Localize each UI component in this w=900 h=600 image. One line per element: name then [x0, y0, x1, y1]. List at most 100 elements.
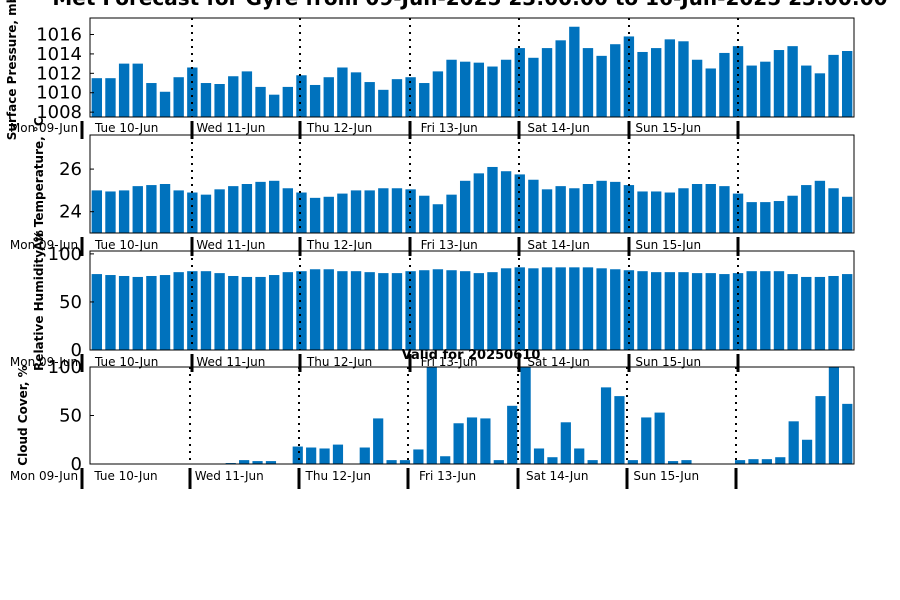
ytick-label: 0 — [71, 340, 82, 361]
bar — [678, 41, 689, 117]
plot-frame — [89, 250, 855, 351]
bar — [623, 270, 635, 350]
bar — [419, 270, 430, 350]
bar — [547, 457, 558, 464]
bar — [814, 73, 826, 117]
bar — [760, 202, 771, 233]
bar — [801, 185, 812, 233]
plot-frame — [89, 17, 855, 118]
ytick-label: 100 — [48, 357, 82, 378]
bar — [105, 78, 116, 117]
bar — [309, 269, 321, 350]
ylabel: Surface Pressure, mb — [5, 0, 19, 140]
bar — [828, 188, 839, 233]
bar — [309, 84, 321, 117]
bar — [239, 460, 250, 464]
bar — [91, 274, 103, 350]
bar — [337, 271, 348, 350]
day-label: Sun 15-Jun — [633, 469, 699, 483]
bar — [323, 269, 334, 350]
day-label: Wed 11-Jun — [196, 355, 265, 369]
bar — [801, 439, 813, 464]
bar — [650, 191, 662, 233]
ytick-label: 1014 — [36, 44, 82, 65]
bar — [118, 63, 130, 117]
bar — [118, 190, 130, 233]
bar — [560, 422, 571, 464]
day-label: Sat 14-Jun — [527, 238, 590, 252]
bar — [528, 268, 539, 350]
bar — [405, 189, 416, 233]
bar — [574, 448, 585, 464]
bar — [453, 423, 464, 464]
day-label: Wed 11-Jun — [196, 121, 265, 135]
bar — [487, 166, 498, 233]
bar — [391, 79, 403, 117]
bar — [105, 191, 116, 233]
day-label: Sat 14-Jun — [527, 355, 590, 369]
bar — [787, 46, 798, 117]
bar — [432, 71, 444, 117]
bar — [596, 180, 607, 233]
bar — [732, 273, 744, 350]
ytick-label: 1008 — [36, 102, 82, 123]
bar — [528, 179, 539, 233]
bar — [582, 48, 594, 118]
bar — [350, 72, 362, 117]
bar — [650, 272, 662, 350]
bar — [746, 271, 757, 350]
bar — [296, 192, 307, 233]
bar — [815, 396, 826, 464]
bar — [319, 448, 330, 464]
bar — [323, 77, 334, 117]
figure-title: Met Forecast for Gyre from 09-Jun-2025 2… — [52, 0, 887, 10]
bar — [691, 184, 703, 233]
bar — [637, 191, 648, 233]
bar — [118, 275, 130, 350]
bar — [332, 444, 344, 464]
bar — [378, 273, 389, 350]
bar — [637, 51, 648, 117]
bar — [719, 274, 730, 350]
bar — [473, 62, 485, 117]
bar — [773, 201, 785, 233]
bar — [413, 449, 424, 464]
bar — [159, 91, 171, 117]
bar — [787, 195, 798, 233]
bar — [446, 194, 457, 233]
bar — [841, 196, 853, 233]
bar — [610, 269, 621, 350]
bar — [466, 417, 478, 464]
day-label: Sun 15-Jun — [635, 121, 701, 135]
bar — [228, 186, 239, 233]
bar — [775, 457, 786, 464]
bar — [705, 184, 716, 233]
bar — [719, 52, 730, 117]
bar — [364, 82, 375, 117]
bar — [132, 63, 143, 117]
bar — [801, 65, 812, 117]
bar — [705, 273, 716, 350]
day-label: Tue 10-Jun — [94, 355, 158, 369]
bar — [507, 405, 518, 464]
bar — [268, 275, 280, 350]
bar — [146, 185, 157, 233]
bar — [582, 267, 594, 350]
bar — [828, 275, 839, 350]
bar — [500, 171, 512, 233]
bar — [419, 83, 430, 117]
bar — [282, 272, 294, 350]
bar — [533, 448, 545, 464]
bar — [541, 267, 553, 350]
bar — [828, 54, 839, 117]
bar — [582, 184, 594, 233]
bar — [788, 421, 799, 464]
day-label: Sun 15-Jun — [635, 238, 701, 252]
bar — [419, 195, 430, 233]
bar — [378, 188, 389, 233]
bar — [760, 61, 771, 117]
